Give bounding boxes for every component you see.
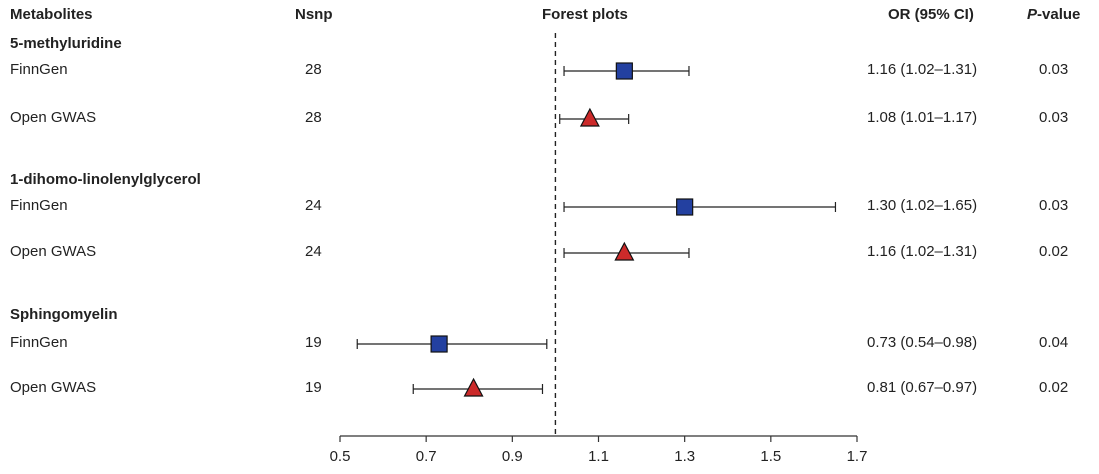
row-nsnp: 19 [305,334,322,351]
header-p-value: P-value [1027,6,1080,23]
row-p-value: 0.03 [1039,109,1069,126]
header-or-ci: OR (95% CI) [888,6,974,23]
header-forest-plots: Forest plots [542,6,628,23]
row-nsnp: 24 [305,197,322,214]
point-marker-triangle [614,241,635,261]
x-tick-label: 0.5 [330,448,351,465]
point-marker-square [676,198,694,216]
header-p-suffix: -value [1037,6,1081,23]
x-tick-label: 1.1 [588,448,609,465]
group-title: Sphingomyelin [10,306,118,323]
row-or-ci: 1.16 (1.02–1.31) [867,61,978,78]
x-tick-label: 1.3 [674,448,695,465]
group-title: 1-dihomo-linolenylglycerol [10,171,201,188]
row-or-ci: 1.16 (1.02–1.31) [867,243,978,260]
row-label: Open GWAS [10,109,97,126]
row-or-ci: 1.30 (1.02–1.65) [867,197,978,214]
row-p-value: 0.02 [1039,243,1069,260]
row-p-value: 0.02 [1039,379,1069,396]
x-tick-label: 1.7 [847,448,868,465]
row-label: FinnGen [10,334,68,351]
row-nsnp: 24 [305,243,322,260]
x-tick-label: 0.7 [416,448,437,465]
row-p-value: 0.03 [1039,61,1069,78]
row-label: Open GWAS [10,243,97,260]
row-nsnp: 28 [305,61,322,78]
row-or-ci: 0.81 (0.67–0.97) [867,379,978,396]
point-marker-square [430,335,448,353]
row-or-ci: 0.73 (0.54–0.98) [867,334,978,351]
row-label: Open GWAS [10,379,97,396]
header-nsnp: Nsnp [295,6,333,23]
x-tick-label: 0.9 [502,448,523,465]
row-nsnp: 28 [305,109,322,126]
point-marker-square [615,62,633,80]
x-tick-label: 1.5 [760,448,781,465]
point-marker-triangle [463,377,484,397]
row-or-ci: 1.08 (1.01–1.17) [867,109,978,126]
row-label: FinnGen [10,61,68,78]
group-title: 5-methyluridine [10,35,122,52]
row-label: FinnGen [10,197,68,214]
row-nsnp: 19 [305,379,322,396]
row-p-value: 0.03 [1039,197,1069,214]
header-metabolites: Metabolites [10,6,93,23]
point-marker-triangle [579,107,600,127]
row-p-value: 0.04 [1039,334,1069,351]
header-p-letter: P [1027,6,1038,23]
